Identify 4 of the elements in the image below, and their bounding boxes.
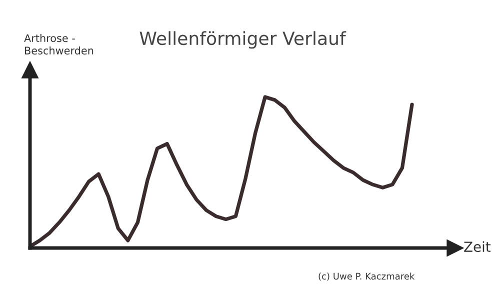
text: (c) Uwe P. Kaczmarek (318, 272, 415, 281)
y-axis-title: Arthrose - Beschwerden (24, 34, 94, 55)
chart-title: Wellenförmiger Verlauf (140, 31, 346, 49)
x-axis-title: Zeit (464, 241, 491, 252)
